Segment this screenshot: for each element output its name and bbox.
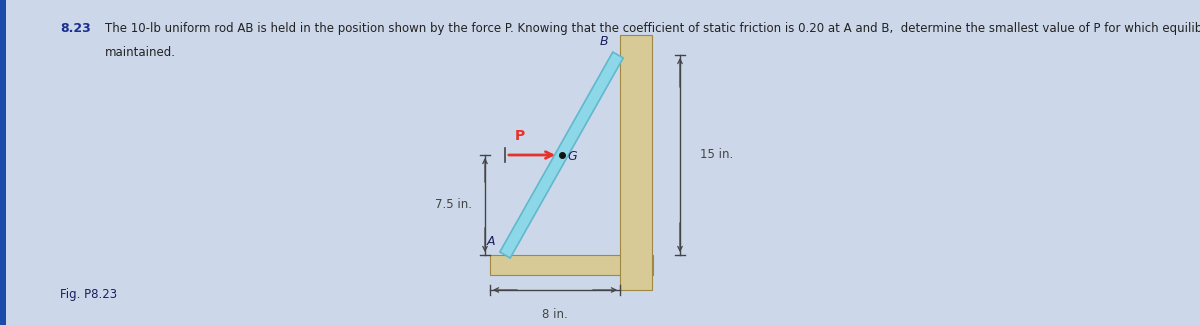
Text: 7.5 in.: 7.5 in. [436,199,472,212]
Text: 8 in.: 8 in. [542,308,568,321]
Polygon shape [499,52,623,258]
Text: Fig. P8.23: Fig. P8.23 [60,288,118,301]
Text: 8.23: 8.23 [60,22,91,35]
Text: B: B [599,35,608,48]
Text: P: P [515,129,526,143]
Text: maintained.: maintained. [106,46,176,59]
Text: The 10-lb uniform rod AB is held in the position shown by the force P. Knowing t: The 10-lb uniform rod AB is held in the … [106,22,1200,35]
Bar [620,35,652,290]
Bar [0,0,6,325]
Text: G: G [568,150,577,163]
Bar [490,255,653,275]
Text: 15 in.: 15 in. [700,149,733,162]
Text: A: A [486,235,496,248]
